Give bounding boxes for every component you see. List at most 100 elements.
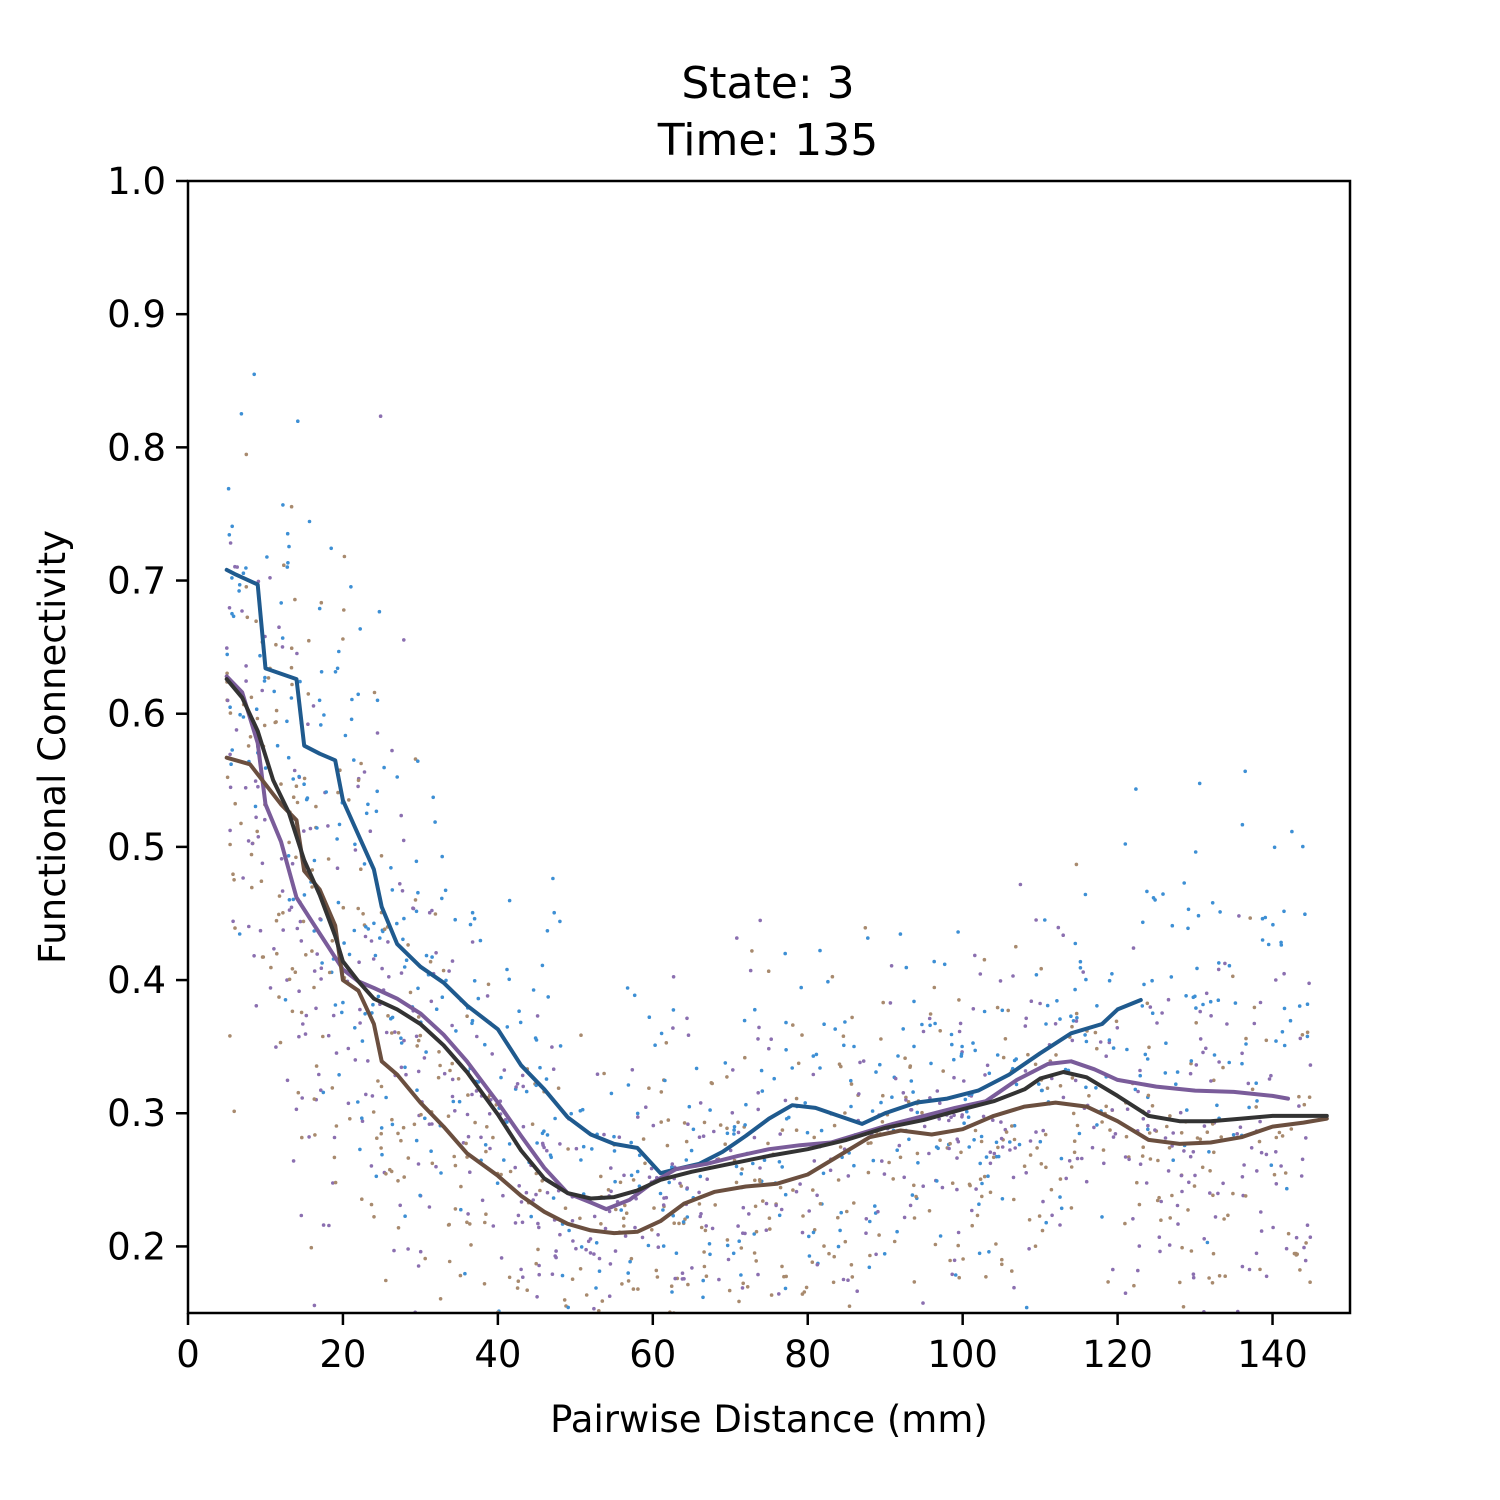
scatter-point bbox=[1308, 1235, 1313, 1239]
scatter-point bbox=[777, 1292, 781, 1296]
scatter-point bbox=[1191, 1272, 1196, 1276]
y-tick-label: 0.5 bbox=[107, 826, 166, 869]
scatter-point bbox=[566, 1305, 570, 1310]
scatter-point bbox=[423, 1256, 428, 1261]
scatter-point bbox=[359, 867, 363, 871]
scatter-point bbox=[702, 1264, 707, 1269]
scatter-point bbox=[273, 720, 278, 725]
x-tick-label: 80 bbox=[784, 1333, 831, 1376]
scatter-point bbox=[459, 1184, 463, 1189]
scatter-point bbox=[830, 974, 835, 979]
scatter-point bbox=[832, 1123, 837, 1128]
scatter-point bbox=[536, 1221, 540, 1226]
scatter-point bbox=[1302, 1245, 1306, 1250]
scatter-point bbox=[255, 829, 259, 834]
scatter-point bbox=[240, 609, 244, 613]
scatter-point bbox=[401, 838, 406, 843]
scatter-point bbox=[225, 775, 230, 780]
scatter-point bbox=[535, 1141, 539, 1145]
scatter-point bbox=[1131, 946, 1136, 950]
scatter-point bbox=[360, 1039, 365, 1043]
scatter-point bbox=[606, 1188, 611, 1192]
scatter-point bbox=[1101, 1148, 1106, 1152]
scatter-point bbox=[1246, 1081, 1251, 1086]
scatter-point bbox=[807, 1254, 812, 1258]
scatter-point bbox=[1003, 1037, 1008, 1041]
scatter-point bbox=[896, 1054, 900, 1058]
scatter-point bbox=[1170, 1144, 1174, 1148]
scatter-point bbox=[574, 1246, 578, 1251]
scatter-point bbox=[842, 1043, 846, 1048]
scatter-point bbox=[482, 1282, 487, 1286]
scatter-point bbox=[260, 955, 265, 959]
scatter-point bbox=[1240, 1175, 1245, 1179]
scatter-point bbox=[624, 1211, 629, 1215]
scatter-point bbox=[378, 414, 383, 419]
scatter-point bbox=[537, 1272, 541, 1277]
scatter-point bbox=[1000, 1008, 1005, 1013]
scatter-point bbox=[505, 1120, 509, 1124]
scatter-point bbox=[384, 1278, 388, 1283]
scatter-point bbox=[670, 1162, 675, 1166]
scatter-point bbox=[382, 765, 386, 770]
scatter-point bbox=[364, 925, 368, 929]
scatter-point bbox=[1289, 1127, 1294, 1131]
scatter-point bbox=[655, 1275, 660, 1279]
scatter-point bbox=[301, 919, 306, 924]
scatter-point bbox=[1258, 1000, 1263, 1005]
scatter-point bbox=[1258, 1267, 1262, 1272]
scatter-point bbox=[758, 918, 762, 923]
scatter-point bbox=[730, 1111, 735, 1115]
scatter-point bbox=[768, 1227, 772, 1231]
scatter-point bbox=[1041, 1199, 1045, 1204]
scatter-point bbox=[249, 695, 254, 700]
scatter-point bbox=[408, 990, 413, 995]
scatter-point bbox=[906, 1100, 911, 1104]
scatter-point bbox=[904, 965, 909, 970]
scatter-point bbox=[626, 1083, 631, 1087]
series-line-blue bbox=[224, 567, 1143, 1176]
scatter-point bbox=[551, 1067, 556, 1071]
scatter-point bbox=[241, 571, 246, 575]
scatter-point bbox=[399, 1036, 403, 1040]
scatter-point bbox=[947, 1146, 951, 1151]
scatter-point bbox=[521, 1124, 526, 1129]
scatter-point bbox=[548, 1153, 553, 1157]
scatter-point bbox=[334, 1051, 339, 1055]
scatter-point bbox=[300, 1135, 304, 1140]
scatter-point bbox=[752, 1232, 756, 1236]
scatter-point bbox=[866, 1170, 871, 1175]
scatter-point bbox=[1212, 1053, 1217, 1057]
axes-frame bbox=[186, 179, 1352, 1315]
scatter-point bbox=[453, 1163, 458, 1168]
scatter-point bbox=[619, 1208, 623, 1212]
scatter-point bbox=[902, 1175, 906, 1180]
scatter-point bbox=[1107, 978, 1112, 983]
scatter-point bbox=[1123, 842, 1128, 846]
scatter-point bbox=[319, 1088, 323, 1092]
scatter-point bbox=[938, 1101, 942, 1105]
scatter-point bbox=[256, 835, 261, 839]
scatter-point bbox=[228, 541, 233, 545]
scatter-point bbox=[1070, 1024, 1074, 1029]
scatter-point bbox=[597, 1256, 602, 1261]
scatter-point bbox=[1226, 1213, 1230, 1218]
scatter-point bbox=[1147, 1109, 1151, 1114]
scatter-point bbox=[372, 921, 376, 926]
scatter-point bbox=[1263, 915, 1268, 920]
scatter-point bbox=[530, 1122, 535, 1126]
scatter-point bbox=[736, 1130, 741, 1135]
scatter-point bbox=[343, 733, 348, 738]
scatter-point bbox=[430, 1161, 435, 1166]
scatter-point bbox=[1207, 1150, 1211, 1154]
scatter-point bbox=[228, 1034, 232, 1038]
scatter-point bbox=[892, 1239, 897, 1244]
scatter-point bbox=[807, 1209, 811, 1213]
scatter-point bbox=[992, 1151, 997, 1156]
scatter-point bbox=[912, 1216, 917, 1220]
scatter-point bbox=[317, 606, 322, 611]
scatter-point bbox=[1240, 1061, 1244, 1066]
scatter-point bbox=[1189, 1061, 1193, 1066]
scatter-point bbox=[470, 940, 475, 944]
scatter-point bbox=[326, 824, 330, 828]
